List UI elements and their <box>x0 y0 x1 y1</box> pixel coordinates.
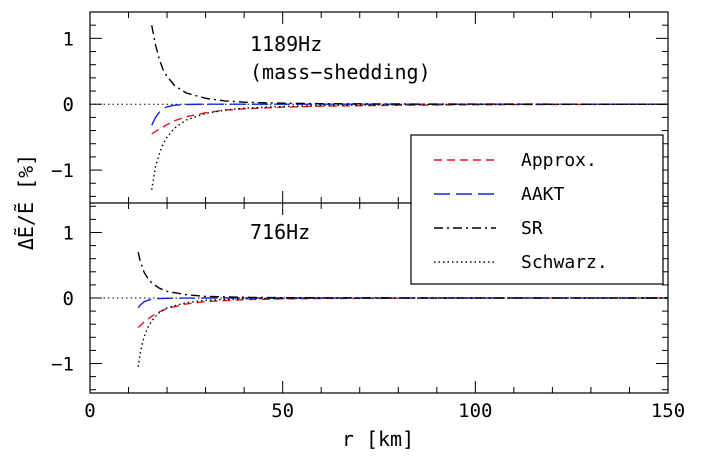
panel-annotation: 1189Hz <box>250 32 322 56</box>
legend-label: Approx. <box>521 150 597 171</box>
panel-annotation: 716Hz <box>250 220 310 244</box>
x-tick-label: 150 <box>651 400 685 422</box>
legend: Approx. AAKT SR Schwarz. <box>410 134 664 285</box>
series-line-schwarz <box>137 297 669 367</box>
y-tick-label: 0 <box>63 94 74 116</box>
x-axis-title: r [km] <box>342 427 414 451</box>
y-tick-label: 0 <box>63 288 74 310</box>
series-line-approx <box>137 297 669 329</box>
x-tick-label: 100 <box>458 400 492 422</box>
panels-layer: 1 0 −1 1189Hz (mass−shedding) 1 0 −1 716Hz <box>51 11 669 391</box>
legend-label: SR <box>521 218 543 239</box>
y-tick-label: −1 <box>51 160 74 182</box>
series-line-aakt <box>151 103 668 126</box>
y-tick-label: −1 <box>51 354 74 376</box>
legend-label: AAKT <box>521 184 565 205</box>
y-tick-label: 1 <box>63 222 74 244</box>
series-line-sr <box>137 251 669 299</box>
y-axis-title: ΔẼ/Ẽ [%] <box>14 154 38 250</box>
panel-1: 1 0 −1 1189Hz (mass−shedding) <box>51 11 669 197</box>
series-line-aakt <box>137 297 668 309</box>
x-tick-label: 0 <box>84 400 95 422</box>
y-tick-label: 1 <box>63 28 74 50</box>
series-line-sr <box>151 25 669 105</box>
legend-label: Schwarz. <box>521 252 608 273</box>
x-tick-label: 50 <box>271 400 294 422</box>
panel-2: 1 0 −1 716Hz <box>51 205 669 391</box>
series-line-approx <box>151 103 669 135</box>
series-line-schwarz <box>151 103 669 190</box>
panel-annotation: (mass−shedding) <box>250 60 431 84</box>
